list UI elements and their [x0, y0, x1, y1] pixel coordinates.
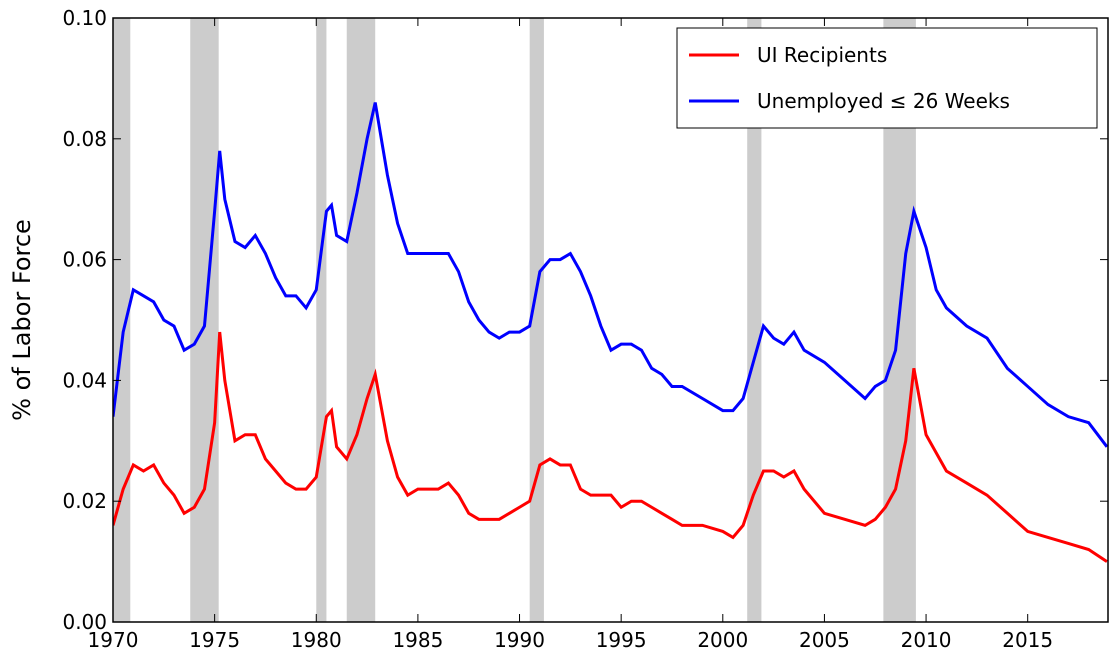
x-tick-label: 2015	[1002, 628, 1053, 652]
x-tick-label: 1995	[596, 628, 647, 652]
legend-label: Unemployed ≤ 26 Weeks	[757, 89, 1010, 113]
x-tick-label: 1985	[392, 628, 443, 652]
recession-band	[346, 18, 376, 622]
series-line	[113, 331, 1108, 563]
x-tick-label: 1980	[291, 628, 342, 652]
legend-box	[676, 27, 1098, 129]
recession-band	[529, 18, 544, 622]
y-tick-label: 0.06	[62, 248, 107, 272]
y-tick-label: 0.00	[62, 610, 107, 634]
y-tick-label: 0.04	[62, 368, 107, 392]
x-tick-label: 1975	[189, 628, 240, 652]
legend-label: UI Recipients	[757, 43, 887, 67]
y-axis-label: % of Labor Force	[8, 219, 36, 421]
y-tick-label: 0.02	[62, 489, 107, 513]
y-tick-label: 0.08	[62, 127, 107, 151]
y-tick-label: 0.10	[62, 6, 107, 30]
x-tick-label: 2000	[697, 628, 748, 652]
recession-band	[747, 18, 762, 622]
x-tick-label: 2005	[799, 628, 850, 652]
x-tick-label: 2010	[901, 628, 952, 652]
plot-frame	[112, 17, 1109, 623]
x-tick-label: 1970	[88, 628, 139, 652]
recession-band	[316, 18, 327, 622]
x-tick-label: 1990	[494, 628, 545, 652]
series-line	[113, 102, 1109, 448]
recession-band	[113, 18, 131, 622]
